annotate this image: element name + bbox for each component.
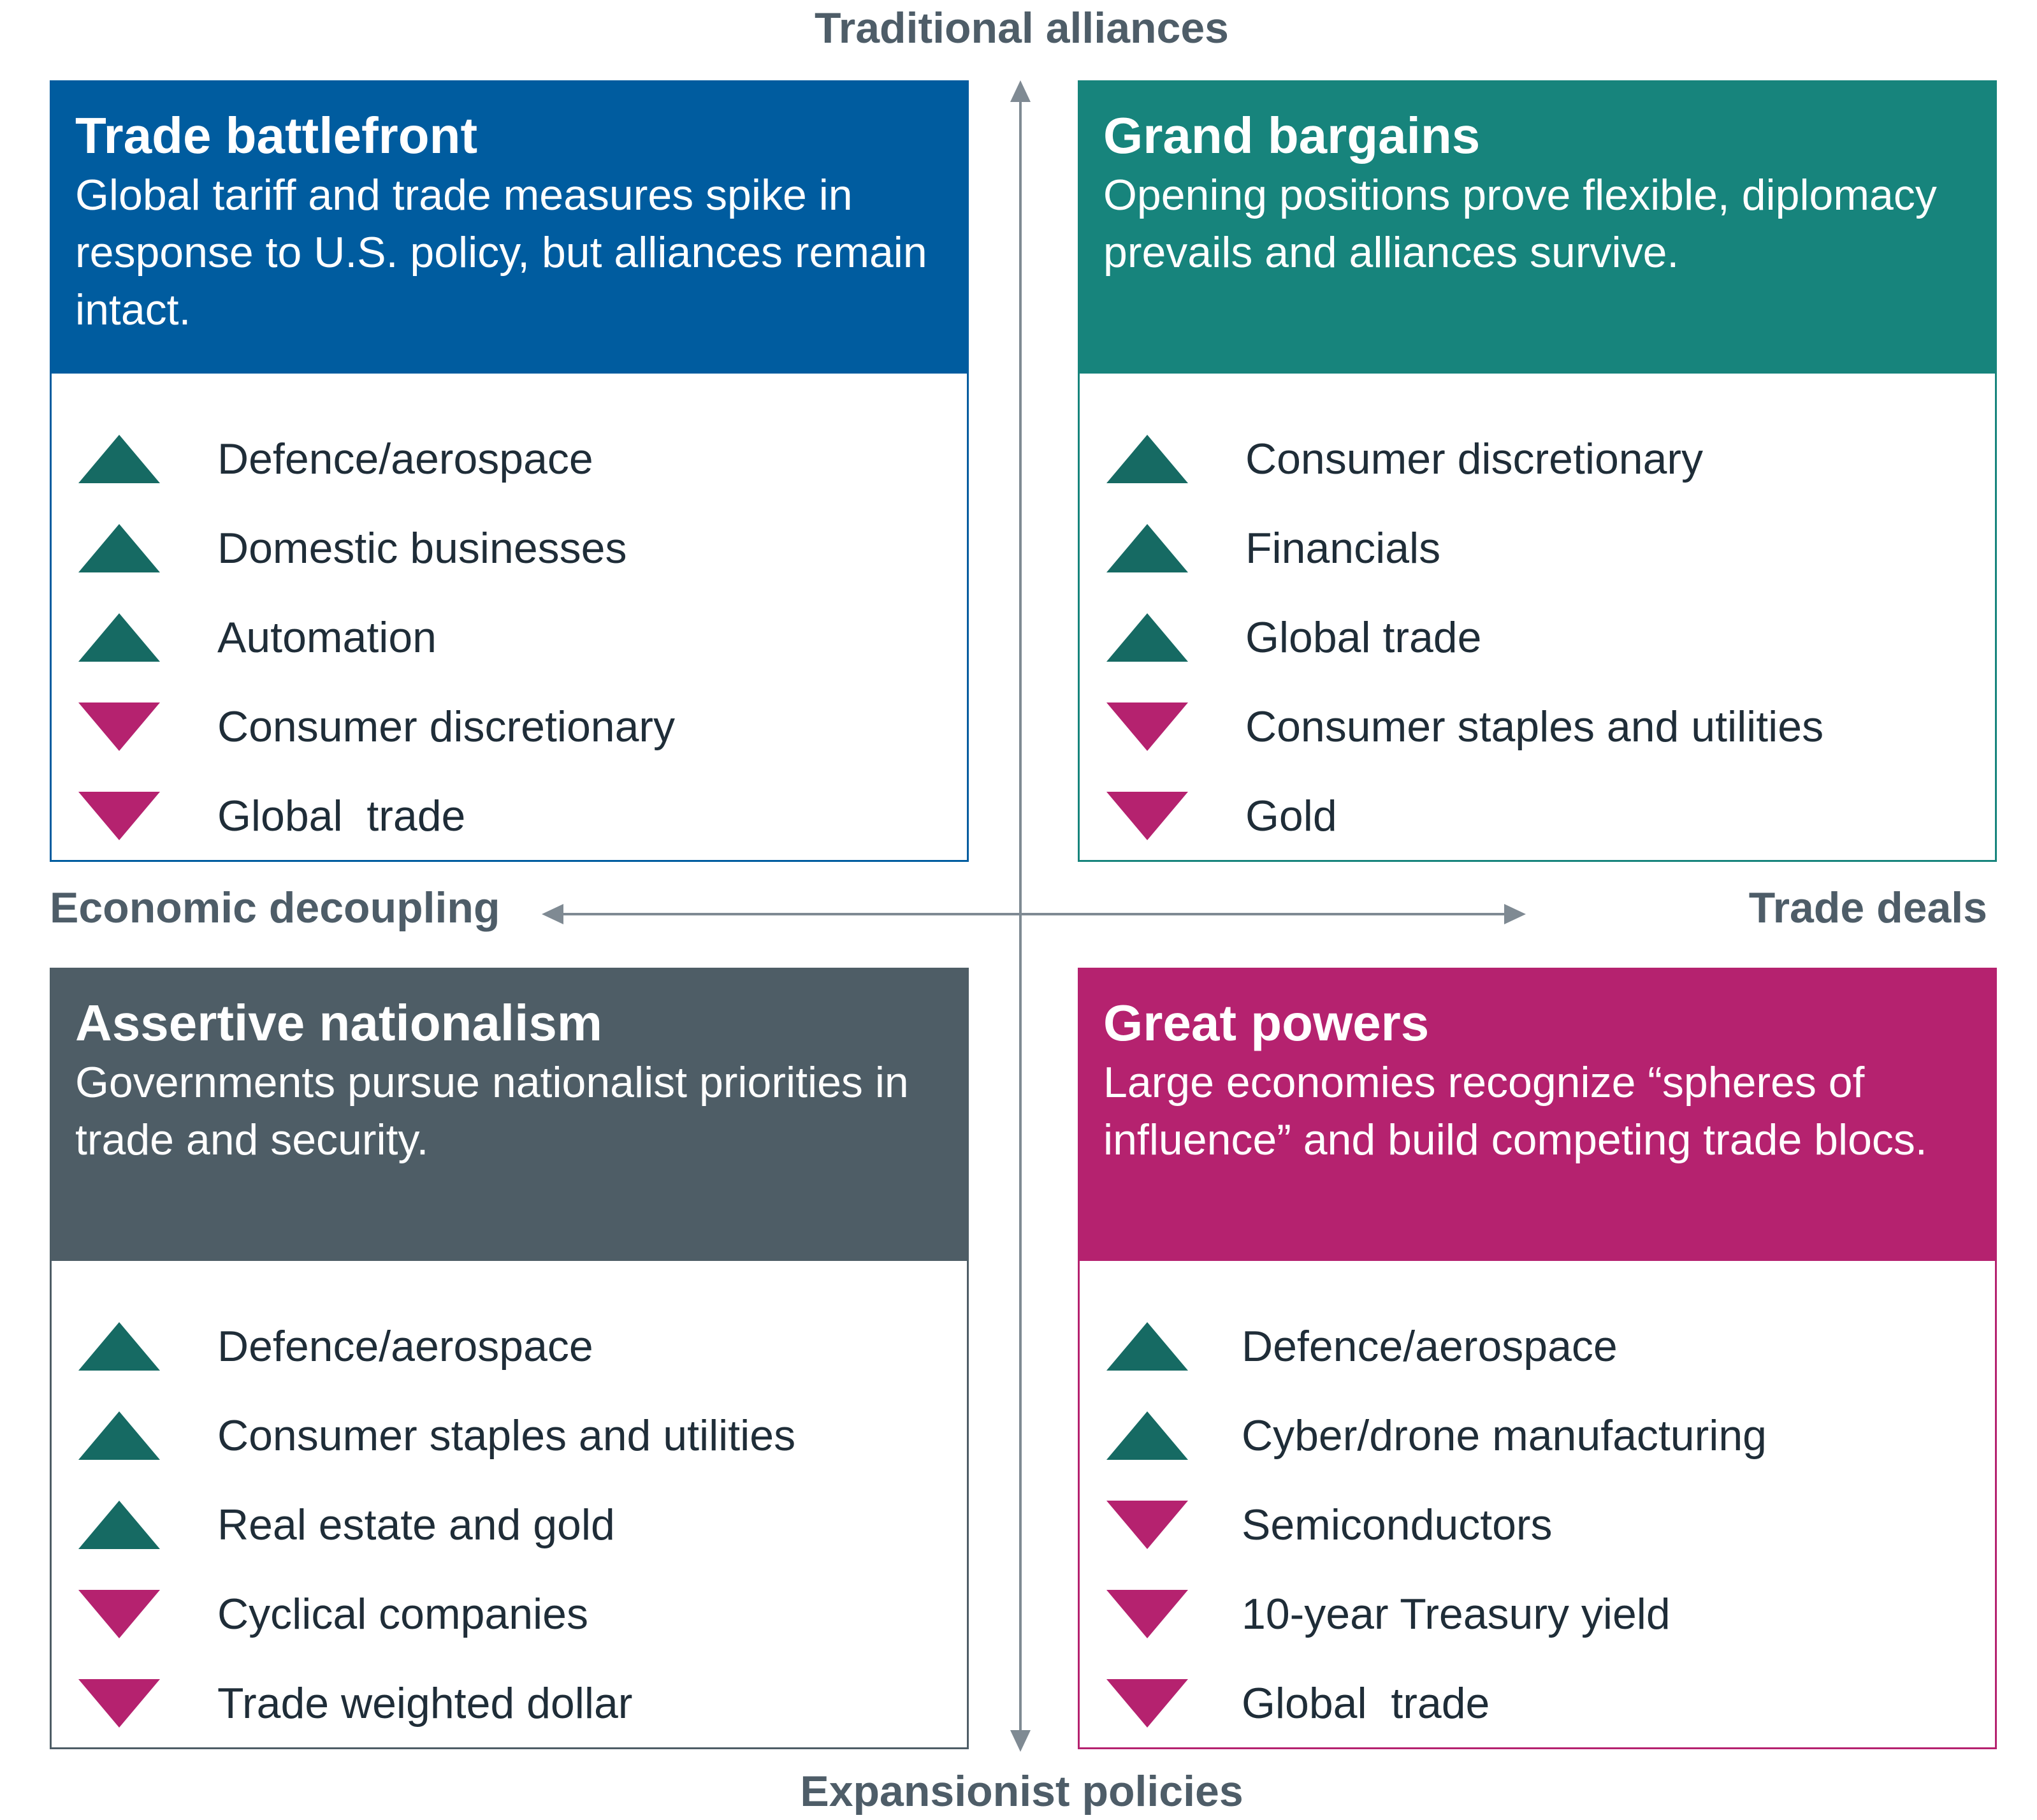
list-item: Global trade [52,771,967,861]
axis-label-bottom: Expansionist policies [800,1767,1243,1816]
list-item: Gold [1080,771,1995,861]
list-item: Defence/aerospace [52,414,967,504]
triangle-up-icon [78,524,160,572]
quadrant-title: Trade battlefront [75,107,478,164]
list-item: Cyber/drone manufacturing [1080,1391,1995,1480]
list-item-label: Global trade [217,792,466,840]
list-item: Consumer staples and utilities [1080,682,1995,771]
list-item-label: Consumer discretionary [1245,435,1704,483]
list-item: Trade weighted dollar [52,1659,967,1748]
list-item: Defence/aerospace [1080,1302,1995,1391]
list-item: Global trade [1080,1659,1995,1748]
list-item-label: Consumer staples and utilities [1245,703,1824,751]
triangle-up-icon [1106,613,1188,662]
list-item-label: Defence/aerospace [1242,1322,1618,1371]
list-item-label: 10-year Treasury yield [1242,1590,1671,1638]
list-item: Cyclical companies [52,1569,967,1659]
quadrant-assertive-nationalism: Assertive nationalism Governments pursue… [50,968,969,1749]
triangle-down-icon [78,703,160,751]
quadrant-header: Great powers Large economies recognize “… [1080,970,1995,1261]
quadrant-title: Great powers [1103,994,1430,1051]
list-item-label: Trade weighted dollar [217,1679,633,1728]
list-item-label: Financials [1245,524,1441,572]
impact-list: Consumer discretionary Financials Global t… [1080,374,1995,861]
triangle-up-icon [1106,1411,1188,1460]
impact-list: Defence/aerospace Consumer staples and ut… [52,1261,967,1748]
triangle-down-icon [1106,1501,1188,1549]
quadrant-trade-battlefront: Trade battlefront Global tariff and trad… [50,80,969,862]
quadrant-description: Large economies recognize “spheres of in… [1103,1058,1927,1164]
list-item-label: Gold [1245,792,1337,840]
quadrant-title: Assertive nationalism [75,994,602,1051]
triangle-down-icon [1106,792,1188,840]
quadrant-great-powers: Great powers Large economies recognize “… [1078,968,1997,1749]
quadrant-description: Global tariff and trade measures spike i… [75,171,927,334]
axis-label-top: Traditional alliances [814,4,1229,52]
triangle-down-icon [78,792,160,840]
impact-list: Defence/aerospace Domestic businesses Auto… [52,374,967,861]
horizontal-axis-arrowhead-left [542,904,563,924]
list-item-label: Cyclical companies [217,1590,588,1638]
triangle-up-icon [78,1501,160,1549]
axis-label-right: Trade deals [1748,884,1987,932]
list-item-label: Global trade [1242,1679,1490,1728]
triangle-down-icon [78,1679,160,1728]
triangle-down-icon [1106,1590,1188,1638]
vertical-axis-arrowhead-bottom [1010,1730,1031,1752]
list-item: Consumer discretionary [52,682,967,771]
list-item: Domestic businesses [52,504,967,593]
list-item: Automation [52,593,967,682]
triangle-down-icon [78,1590,160,1638]
list-item: Defence/aerospace [52,1302,967,1391]
triangle-up-icon [78,1322,160,1371]
triangle-up-icon [78,1411,160,1460]
list-item-label: Consumer discretionary [217,703,676,751]
list-item-label: Defence/aerospace [217,1322,593,1371]
quadrant-header: Assertive nationalism Governments pursue… [52,970,967,1261]
list-item-label: Cyber/drone manufacturing [1242,1411,1767,1460]
impact-list: Defence/aerospace Cyber/drone manufacturi… [1080,1261,1995,1748]
quadrant-description: Opening positions prove flexible, diplom… [1103,171,1937,277]
list-item-label: Semiconductors [1242,1501,1553,1549]
triangle-up-icon [1106,1322,1188,1371]
list-item-label: Defence/aerospace [217,435,593,483]
axis-label-left: Economic decoupling [50,884,500,932]
triangle-up-icon [78,613,160,662]
list-item-label: Global trade [1245,613,1482,662]
list-item: Financials [1080,504,1995,593]
triangle-down-icon [1106,703,1188,751]
horizontal-axis-arrowhead-right [1504,904,1526,924]
triangle-up-icon [1106,435,1188,483]
list-item: Consumer discretionary [1080,414,1995,504]
quadrant-header: Trade battlefront Global tariff and trad… [52,82,967,374]
list-item-label: Real estate and gold [217,1501,615,1549]
quadrant-header: Grand bargains Opening positions prove f… [1080,82,1995,374]
quadrant-title: Grand bargains [1103,107,1481,164]
triangle-down-icon [1106,1679,1188,1728]
list-item: Consumer staples and utilities [52,1391,967,1480]
list-item: 10-year Treasury yield [1080,1569,1995,1659]
list-item: Semiconductors [1080,1480,1995,1569]
triangle-up-icon [1106,524,1188,572]
list-item-label: Domestic businesses [217,524,627,572]
triangle-up-icon [78,435,160,483]
list-item: Real estate and gold [52,1480,967,1569]
quadrant-description: Governments pursue nationalist prioritie… [75,1058,909,1164]
list-item-label: Consumer staples and utilities [217,1411,796,1460]
list-item: Global trade [1080,593,1995,682]
list-item-label: Automation [217,613,437,662]
vertical-axis-arrowhead-top [1010,80,1031,102]
quadrant-grand-bargains: Grand bargains Opening positions prove f… [1078,80,1997,862]
